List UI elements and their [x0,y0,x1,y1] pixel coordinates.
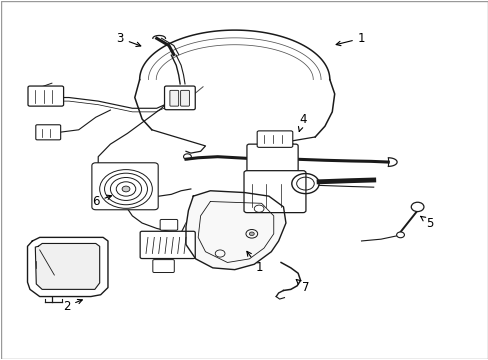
FancyBboxPatch shape [246,144,298,175]
Text: 3: 3 [116,32,141,46]
FancyBboxPatch shape [244,171,305,213]
FancyBboxPatch shape [140,231,195,258]
FancyBboxPatch shape [169,90,178,106]
Circle shape [396,232,404,238]
Polygon shape [27,237,108,297]
Circle shape [249,232,254,235]
FancyBboxPatch shape [28,86,63,106]
FancyBboxPatch shape [180,90,189,106]
FancyBboxPatch shape [153,260,174,273]
Text: 2: 2 [62,300,82,313]
Circle shape [122,186,130,192]
Text: 5: 5 [420,216,432,230]
Text: 1: 1 [335,32,365,46]
Circle shape [410,202,423,212]
FancyBboxPatch shape [164,86,195,110]
Text: 4: 4 [298,113,306,131]
Text: 6: 6 [92,195,111,208]
FancyBboxPatch shape [257,131,292,147]
Polygon shape [185,191,285,270]
Text: 7: 7 [296,279,308,294]
Polygon shape [35,243,100,289]
Text: 1: 1 [246,251,263,274]
FancyBboxPatch shape [36,125,61,140]
FancyBboxPatch shape [92,163,158,210]
FancyBboxPatch shape [160,220,177,230]
